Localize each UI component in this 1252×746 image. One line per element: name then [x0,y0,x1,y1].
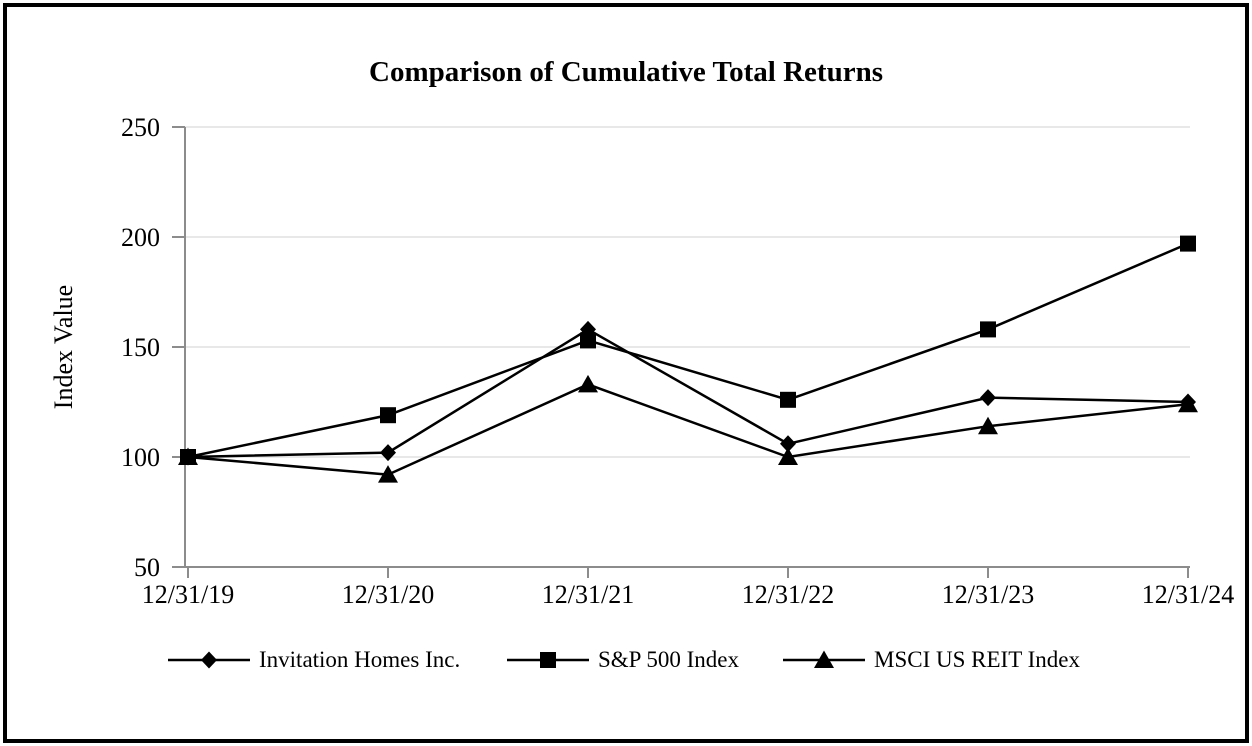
data-point-marker-square [380,407,396,424]
data-point-marker-triangle [578,374,598,393]
legend-square-icon [507,652,589,668]
x-tick-label: 12/31/24 [1142,580,1234,609]
legend-diamond-icon [168,651,250,669]
legend-item: MSCI US REIT Index [783,643,1080,677]
series-square [180,235,1196,465]
legend-label: Invitation Homes Inc. [259,647,461,672]
legend-item: Invitation Homes Inc. [168,643,460,677]
x-tick-label: 12/31/23 [942,580,1034,609]
data-point-marker-diamond [380,444,396,462]
data-point-marker-triangle [978,416,998,435]
series-triangle [178,374,1198,483]
y-tick-label: 100 [121,443,160,472]
y-tick-label: 200 [121,223,160,252]
x-tick-label: 12/31/19 [142,580,234,609]
series-line [187,383,1189,476]
data-point-marker-triangle [814,650,834,668]
legend-item: S&P 500 Index [507,643,739,677]
x-tick-label: 12/31/22 [742,580,834,609]
y-tick-label: 150 [121,333,160,362]
data-point-marker-triangle [778,447,798,465]
series-line [187,242,1189,459]
data-point-marker-triangle [178,447,198,465]
data-point-marker-square [540,652,556,668]
chart-legend: Invitation Homes Inc. S&P 500 Index MSCI U… [0,643,1252,677]
x-tick-label: 12/31/20 [342,580,434,609]
series-line [187,327,1189,459]
data-point-marker-triangle [1178,394,1198,413]
chart-title: Comparison of Cumulative Total Returns [369,56,883,88]
legend-label: MSCI US REIT Index [874,647,1080,672]
y-tick-label: 50 [134,553,160,582]
data-point-marker-triangle [378,465,398,483]
data-point-marker-square [1180,235,1196,252]
data-point-marker-diamond [780,435,796,453]
legend-triangle-icon [783,650,865,668]
x-tick-label: 12/31/21 [542,580,634,609]
data-point-marker-diamond [980,389,996,407]
series-diamond [180,320,1196,466]
y-tick-label: 250 [121,113,160,142]
data-point-marker-diamond [201,651,217,669]
data-point-marker-square [780,391,796,408]
data-point-marker-square [980,321,996,338]
legend-label: S&P 500 Index [598,647,739,672]
data-point-marker-square [580,332,596,349]
